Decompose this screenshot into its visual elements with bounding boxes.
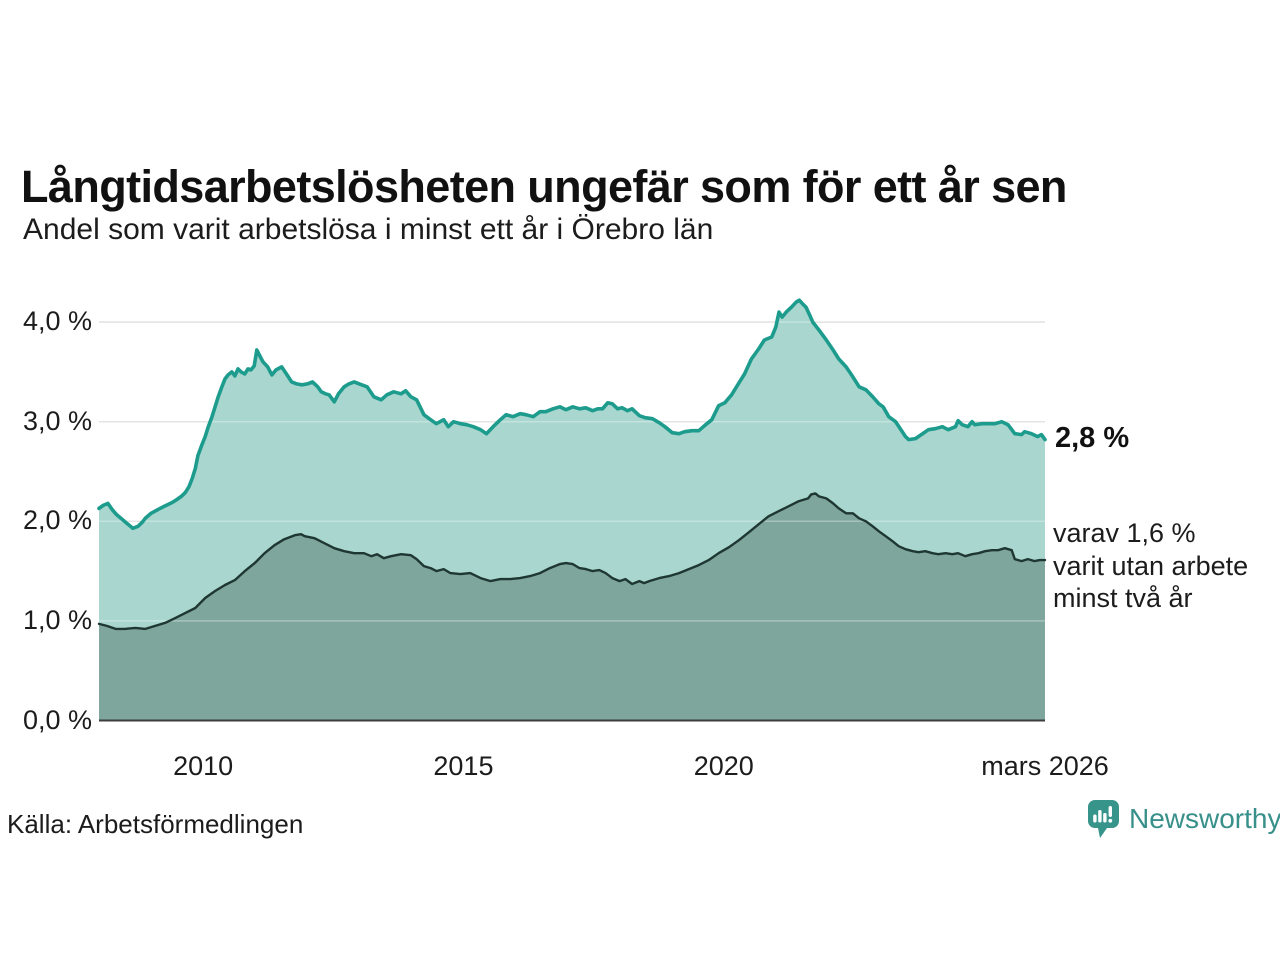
source-note: Källa: Arbetsförmedlingen	[7, 809, 304, 839]
newsworthy-bubble-chart-icon	[1088, 800, 1119, 838]
y-tick-label: 4,0 %	[22, 306, 92, 337]
y-tick-label: 2,0 %	[22, 505, 92, 536]
two-year-value-label: varav 1,6 % varit utan arbete minst två …	[1053, 518, 1249, 613]
y-tick-label: 3,0 %	[22, 405, 92, 436]
newsworthy-logo: Newsworthy	[1087, 799, 1280, 839]
area-fill-two-year	[99, 493, 1045, 721]
y-tick-label: 0,0 %	[22, 704, 92, 735]
series-line-two-year	[97, 492, 1047, 631]
x-tick-label: 2020	[693, 751, 754, 781]
series-line-total	[97, 298, 1047, 531]
latest-value-label: 2,8 %	[1055, 422, 1130, 454]
x-tick-label: 2015	[433, 751, 494, 781]
chart-subtitle: Andel som varit arbetslösa i minst ett å…	[23, 213, 714, 246]
y-tick-label: 1,0 %	[22, 604, 92, 635]
x-tick-label: mars 2026	[981, 751, 1109, 781]
chart-title: Långtidsarbetslösheten ungefär som för e…	[21, 161, 1067, 213]
newsworthy-wordmark: Newsworthy	[1129, 803, 1280, 834]
x-tick-label: 2010	[173, 751, 234, 781]
